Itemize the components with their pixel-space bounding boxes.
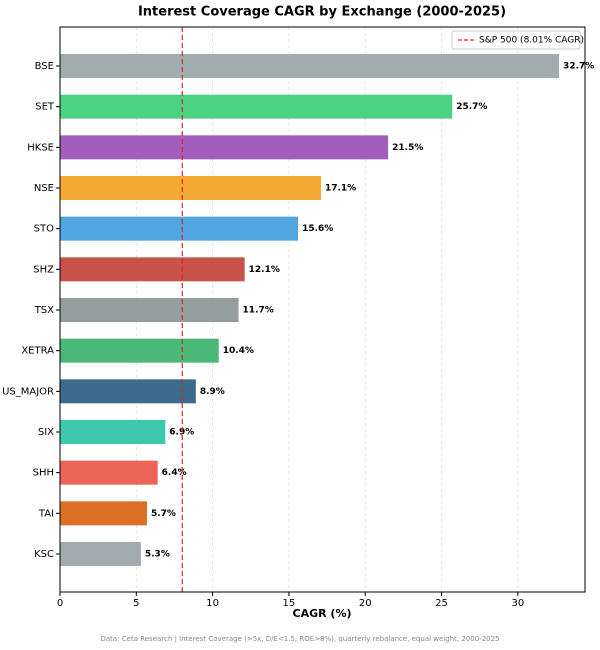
bar (60, 379, 196, 404)
x-tick-label: 30 (511, 598, 524, 609)
y-tick-label: SET (35, 102, 55, 113)
y-tick-label: STO (34, 224, 54, 235)
value-label: 32.7% (563, 62, 594, 72)
value-label: 6.4% (162, 468, 187, 478)
value-label: 15.6% (302, 224, 333, 234)
x-axis-label: CAGR (%) (293, 607, 352, 620)
x-tick-label: 10 (206, 598, 219, 609)
chart-title: Interest Coverage CAGR by Exchange (2000… (138, 5, 506, 20)
y-tick-label: SIX (38, 427, 54, 438)
bar (60, 298, 239, 322)
y-tick-label: HKSE (27, 142, 54, 153)
legend-label: S&P 500 (8.01% CAGR) (479, 36, 584, 46)
y-tick-label: NSE (34, 183, 54, 194)
value-label: 11.7% (243, 306, 274, 316)
bar (60, 257, 245, 282)
bar (60, 176, 321, 200)
value-label: 8.9% (200, 387, 225, 397)
bar (60, 135, 389, 160)
plot-frame (59, 26, 586, 593)
bar (60, 338, 219, 363)
x-tick-label: 5 (133, 598, 139, 609)
bar (60, 54, 560, 78)
value-label: 6.9% (169, 428, 194, 438)
y-tick-label: TAI (38, 508, 54, 519)
value-label: 21.5% (392, 143, 423, 153)
y-tick-label: TSX (34, 305, 54, 316)
y-tick-label: BSE (35, 61, 54, 72)
value-label: 25.7% (456, 102, 487, 112)
y-tick-label: US_MAJOR (2, 386, 54, 397)
footnote: Data: Ceta Research | Interest Coverage … (100, 635, 499, 643)
bar (60, 460, 158, 485)
y-tick-label: SHH (33, 468, 54, 479)
y-tick-label: SHZ (33, 264, 54, 275)
y-tick-label: XETRA (21, 346, 54, 357)
value-label: 12.1% (249, 265, 280, 275)
x-tick-label: 0 (57, 598, 63, 609)
value-label: 5.7% (151, 509, 176, 519)
y-tick-label: KSC (34, 549, 54, 560)
value-label: 17.1% (325, 184, 356, 194)
x-tick-label: 20 (359, 598, 372, 609)
bar (60, 542, 141, 566)
value-label: 5.3% (145, 550, 170, 560)
bar (60, 94, 453, 119)
value-label: 10.4% (223, 346, 254, 356)
bar (60, 420, 166, 444)
x-tick-label: 25 (435, 598, 448, 609)
bar (60, 501, 147, 526)
bar (60, 216, 299, 241)
x-tick-label: 15 (283, 598, 296, 609)
legend-box (451, 30, 581, 50)
